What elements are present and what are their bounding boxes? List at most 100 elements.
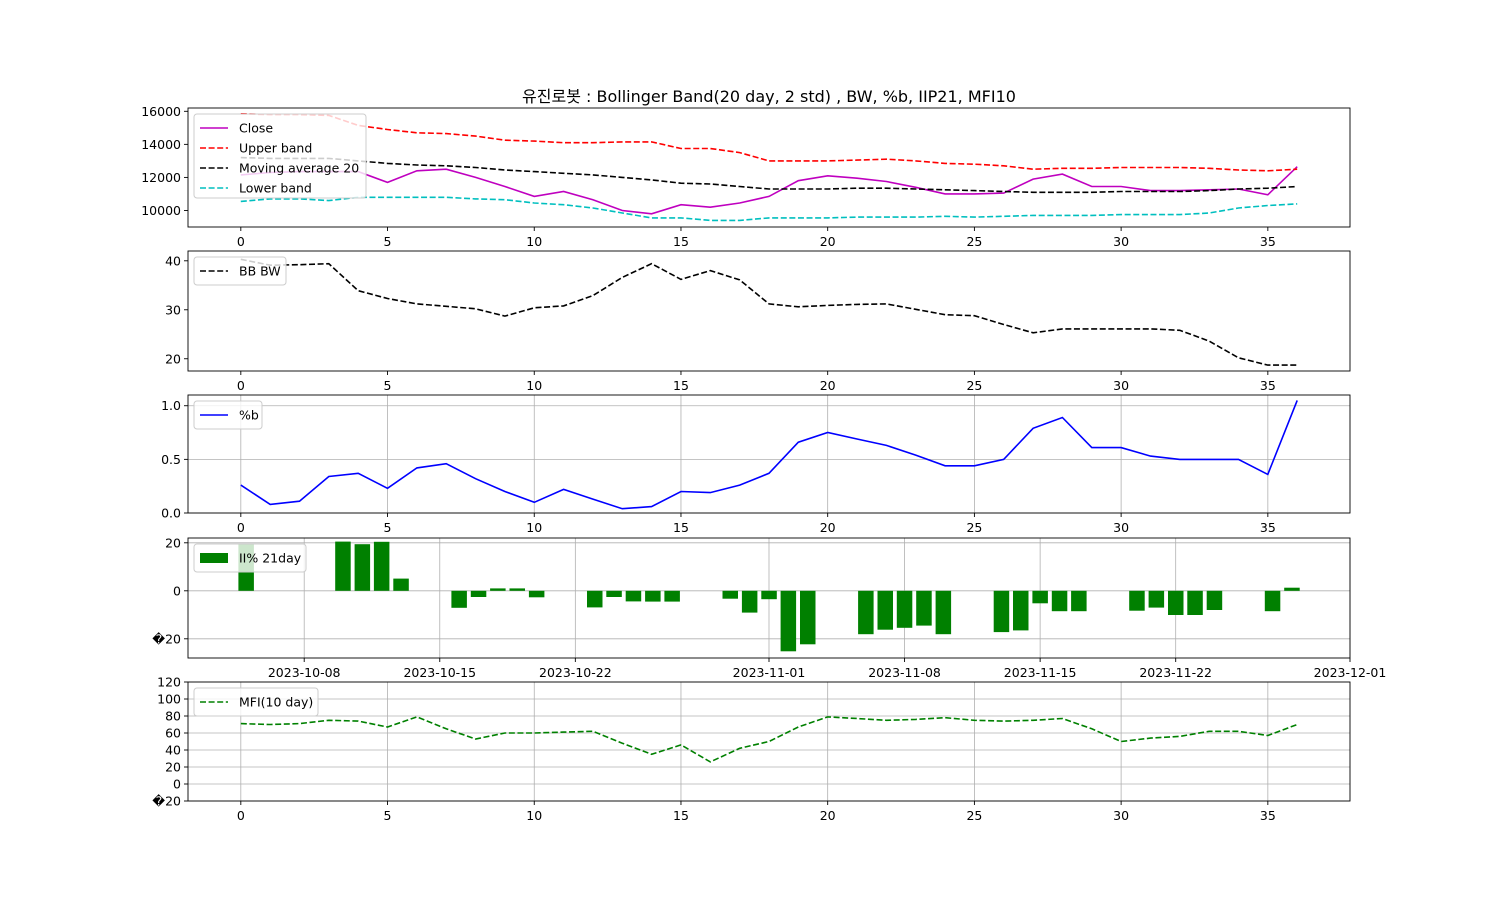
x-tick-label: 2023-11-22 [1139, 665, 1212, 680]
legend-entry: II% 21day [239, 551, 302, 566]
percent-b-panel: 0 5 10 15 20 25 30 35 0.0 0.5 1.0 %b [161, 394, 1351, 535]
x-tick-label: 20 [820, 520, 836, 535]
y-tick-label: 12000 [141, 170, 181, 185]
bar [1129, 590, 1145, 611]
series-line-mfi-0 [240, 716, 1298, 763]
legend: %b [193, 400, 263, 430]
bar [877, 590, 893, 630]
x-tick-label: 10 [526, 520, 542, 535]
x-tick-label: 25 [966, 378, 982, 393]
y-tick-label: 20 [165, 535, 181, 550]
legend-entry: %b [239, 408, 259, 423]
bar [470, 590, 487, 597]
bb-bw-panel: 0 5 10 15 20 25 30 35 20 30 40 BB BW [165, 250, 1351, 393]
series-line-bollinger-2 [240, 156, 1298, 194]
plot-frame [187, 250, 1351, 372]
y-tick-label: 40 [165, 253, 181, 268]
bar [1032, 590, 1048, 604]
x-tick-label: 2023-11-15 [1004, 665, 1077, 680]
x-tick-label: 30 [1113, 234, 1129, 249]
x-tick-label: 2023-11-01 [733, 665, 806, 680]
bar [741, 590, 758, 613]
x-tick-label: 10 [526, 808, 542, 823]
bar [1013, 590, 1029, 631]
legend-swatch [200, 553, 228, 563]
x-tick-label: 20 [820, 808, 836, 823]
x-tick-label: 5 [384, 520, 392, 535]
x-tick-label: 15 [673, 808, 689, 823]
bar [509, 588, 525, 591]
legend-entry: Moving average 20 [239, 161, 359, 176]
y-tick-label: 30 [165, 302, 181, 317]
legend-entry: MFI(10 day) [239, 695, 313, 710]
y-tick-label: 16000 [141, 104, 181, 119]
bollinger-panel: 0 5 10 15 20 25 30 35 10000 12000 14000 16000 Close U… [141, 104, 1351, 249]
bar [993, 590, 1010, 633]
plot-frame [187, 107, 1351, 228]
y-tick-label: 80 [165, 709, 181, 724]
bar [1264, 590, 1281, 612]
bar [935, 590, 952, 635]
x-tick-label: 15 [673, 378, 689, 393]
legend: BB BW [193, 256, 287, 286]
x-tick-label: 0 [237, 378, 245, 393]
bar [800, 590, 816, 645]
x-tick-label: 25 [966, 234, 982, 249]
y-tick-label: 20 [165, 351, 181, 366]
x-tick-label: 35 [1260, 234, 1276, 249]
y-tick-label: 100 [157, 692, 181, 707]
bar [722, 590, 738, 599]
x-tick-label: 0 [237, 234, 245, 249]
bar [490, 588, 506, 591]
legend-entry: Lower band [239, 181, 312, 196]
y-tick-label: 120 [157, 675, 181, 690]
ii-percent-panel: 2023-10-08 2023-10-15 2023-10-22 2023-11-01… [152, 535, 1386, 680]
legend-entry: BB BW [239, 264, 281, 279]
legend: II% 21day [193, 543, 307, 573]
y-tick-label: 0.0 [161, 506, 181, 521]
bar [645, 590, 661, 602]
bar [335, 541, 351, 591]
legend: Close Upper band Moving average 20 Lower ba… [193, 113, 367, 199]
x-tick-label: 30 [1113, 378, 1129, 393]
y-tick-label: 60 [165, 726, 181, 741]
legend-box [193, 687, 319, 717]
bar [1187, 590, 1203, 615]
y-tick-label: 0.5 [161, 452, 181, 467]
x-tick-label: 2023-10-22 [539, 665, 612, 680]
series-line-bollinger-3 [240, 196, 1298, 222]
x-tick-label: 20 [820, 234, 836, 249]
bar [1071, 590, 1087, 612]
legend-entry: Upper band [239, 141, 312, 156]
bar [858, 590, 874, 635]
bar [606, 590, 622, 597]
x-tick-label: 30 [1113, 520, 1129, 535]
mfi-panel: 0 5 10 15 20 25 30 35 �20 0 20 40 60 80 100 120 MFI(10 d… [152, 675, 1351, 823]
x-tick-label: 35 [1260, 378, 1276, 393]
bar [373, 541, 390, 591]
legend-box [193, 113, 367, 199]
y-tick-label: 0 [173, 583, 181, 598]
legend-box [193, 543, 307, 573]
x-tick-label: 2023-10-15 [403, 665, 476, 680]
x-tick-label: 35 [1260, 520, 1276, 535]
plot-frame [187, 681, 1351, 802]
y-tick-label: 40 [165, 743, 181, 758]
x-tick-label: 30 [1113, 808, 1129, 823]
x-tick-label: 2023-12-01 [1314, 665, 1387, 680]
x-tick-label: 0 [237, 520, 245, 535]
bar [1051, 590, 1068, 612]
x-tick-label: 35 [1260, 808, 1276, 823]
x-tick-label: 25 [966, 520, 982, 535]
chart-title: 유진로봇 : Bollinger Band(20 day, 2 std) , B… [522, 87, 1016, 106]
bar [354, 544, 371, 591]
y-tick-label: 0 [173, 777, 181, 792]
bar [664, 590, 680, 602]
x-tick-label: 2023-11-08 [868, 665, 941, 680]
x-tick-label: 2023-10-08 [268, 665, 341, 680]
series-line-percent-b-0 [240, 400, 1298, 510]
y-tick-label: �20 [152, 631, 181, 646]
bar [528, 590, 545, 598]
bar [1284, 587, 1300, 591]
